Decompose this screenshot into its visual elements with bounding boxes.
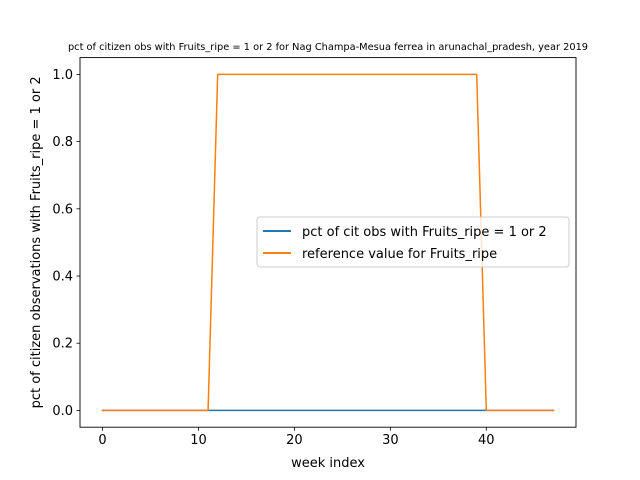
legend-label-series-2: reference value for Fruits_ripe bbox=[302, 247, 497, 262]
series-line-2 bbox=[101, 73, 555, 412]
x-axis-label: week index bbox=[291, 456, 365, 471]
y-axis-label: pct of citizen observations with Fruits_… bbox=[29, 76, 44, 408]
y-tick-label: 0.6 bbox=[52, 202, 73, 217]
y-tick-label: 0.0 bbox=[52, 404, 73, 419]
y-axis-ticks: 0.0 0.2 0.4 0.6 0.8 1.0 bbox=[52, 68, 80, 419]
x-tick-label: 30 bbox=[382, 433, 399, 448]
x-tick-label: 40 bbox=[478, 433, 495, 448]
y-tick-label: 1.0 bbox=[52, 68, 73, 83]
legend-label-series-1: pct of cit obs with Fruits_ripe = 1 or 2 bbox=[302, 225, 547, 240]
y-tick-label: 0.2 bbox=[52, 337, 73, 352]
x-axis-ticks: 0 10 20 30 40 bbox=[98, 427, 495, 448]
legend: pct of cit obs with Fruits_ripe = 1 or 2… bbox=[256, 216, 570, 268]
y-tick-label: 0.8 bbox=[52, 135, 73, 150]
legend-box bbox=[256, 216, 570, 268]
plot-lines bbox=[101, 73, 555, 412]
x-tick-label: 20 bbox=[286, 433, 303, 448]
x-tick-label: 10 bbox=[190, 433, 207, 448]
x-tick-label: 0 bbox=[98, 433, 106, 448]
chart-title: pct of citizen obs with Fruits_ripe = 1 … bbox=[68, 42, 588, 53]
y-tick-label: 0.4 bbox=[52, 270, 73, 285]
plot-frame bbox=[79, 57, 577, 428]
